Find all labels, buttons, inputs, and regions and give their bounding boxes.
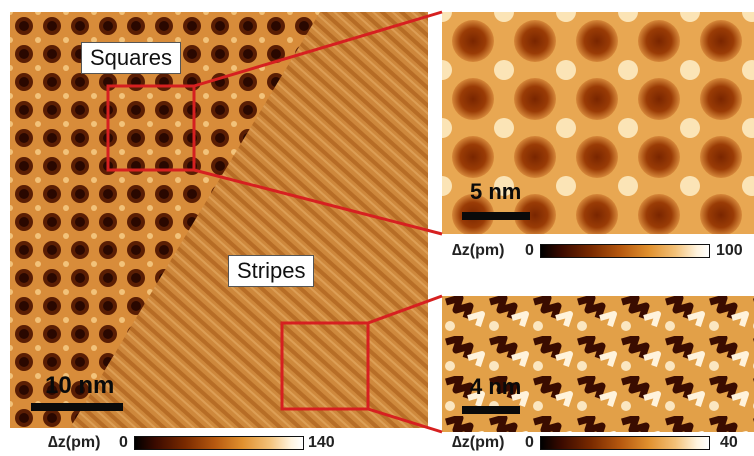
main-colorbar <box>134 436 304 450</box>
stripes-region-label: Stripes <box>228 255 315 288</box>
stripes-colorbar-label: ∆z(pm) <box>452 434 505 451</box>
squares-zoom-scalebar <box>462 212 530 220</box>
stripes-colorbar-min: 0 <box>525 434 534 451</box>
squares-colorbar-max: 100 <box>716 242 743 259</box>
squares-colorbar <box>540 244 710 258</box>
squares-colorbar-min: 0 <box>525 242 534 259</box>
stripes-zoom-scalebar-label: 4 nm <box>470 374 522 399</box>
stripes-colorbar-max: 40 <box>720 434 738 451</box>
squares-colorbar-label: ∆z(pm) <box>452 242 505 259</box>
main-colorbar-label: ∆z(pm) <box>48 434 101 451</box>
squares-zoom-image <box>442 12 754 234</box>
main-colorbar-max: 140 <box>308 434 335 451</box>
main-colorbar-min: 0 <box>119 434 128 451</box>
squares-zoom-scalebar-label: 5 nm <box>470 179 522 204</box>
stripes-colorbar <box>540 436 710 450</box>
stripes-zoom-scalebar <box>462 406 520 414</box>
main-scalebar-label: 10 nm <box>45 372 115 399</box>
stm-main-image: Squares Stripes <box>10 12 428 428</box>
main-scalebar <box>31 403 123 411</box>
squares-region-label: Squares <box>81 42 181 75</box>
